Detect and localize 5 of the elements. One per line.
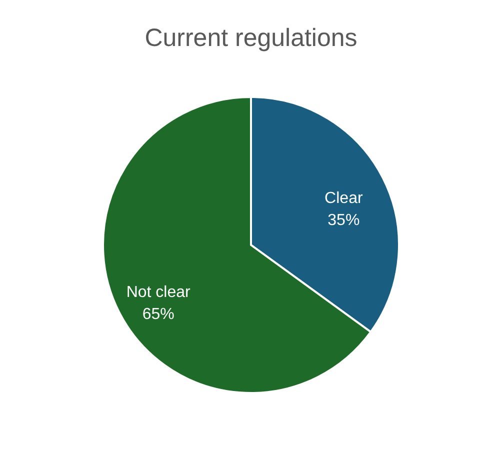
slice-label: Clear <box>324 190 364 207</box>
data-label: 65% <box>142 306 174 324</box>
chart-title: Current regulations <box>144 24 358 52</box>
data-label: 35% <box>328 212 360 229</box>
slice-label: Not clear <box>126 284 192 302</box>
